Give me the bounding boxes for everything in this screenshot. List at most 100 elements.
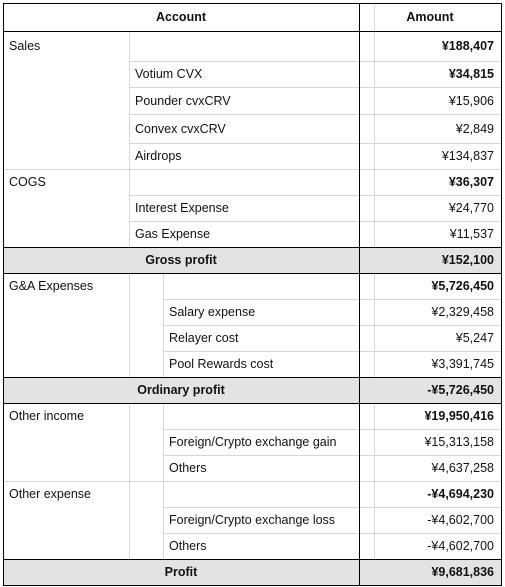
grid-line-vertical — [374, 169, 375, 195]
account-label: Airdrops — [135, 149, 182, 163]
table-row: Gas Expense ¥11,537 — [0, 221, 505, 247]
grid-line-horizontal — [163, 351, 359, 352]
grid-line-horizontal — [359, 481, 501, 482]
table-row: Others -¥4,602,700 — [0, 533, 505, 559]
total-amount: ¥152,100 — [441, 253, 494, 267]
grid-line-vertical — [374, 221, 375, 247]
header-row: Account Amount — [0, 3, 505, 31]
grid-line-vertical — [129, 114, 130, 143]
grid-line-vertical — [374, 31, 375, 61]
column-header-amount: Amount — [406, 10, 454, 24]
grid-line-horizontal — [359, 169, 501, 170]
account-label: Foreign/Crypto exchange gain — [169, 435, 337, 449]
grid-line-horizontal — [359, 114, 501, 115]
grid-line-vertical — [129, 429, 130, 455]
grid-line-vertical — [129, 507, 130, 533]
table-row: Airdrops ¥134,837 — [0, 143, 505, 169]
table-row: Relayer cost ¥5,247 — [0, 325, 505, 351]
grid-line-horizontal — [163, 507, 359, 508]
total-row: Gross profit ¥152,100 — [0, 247, 505, 273]
grid-line-horizontal — [163, 429, 359, 430]
total-label: Gross profit — [145, 253, 217, 267]
account-label: Relayer cost — [169, 331, 239, 345]
grid-line-vertical — [374, 533, 375, 559]
grid-line-horizontal — [3, 273, 502, 274]
grid-line-vertical — [129, 403, 130, 429]
grid-line-vertical — [374, 429, 375, 455]
grid-line-horizontal — [3, 377, 502, 378]
total-row: Ordinary profit -¥5,726,450 — [0, 377, 505, 403]
grid-line-vertical — [163, 455, 164, 481]
amount-value: ¥34,815 — [448, 67, 494, 81]
grid-line-vertical — [359, 3, 360, 585]
grid-line-vertical — [163, 507, 164, 533]
grid-line-vertical — [374, 3, 375, 31]
grid-line-vertical — [129, 31, 130, 61]
table-row: Pounder cvxCRV ¥15,906 — [0, 87, 505, 114]
total-amount: ¥9,681,836 — [431, 565, 494, 579]
account-label: Votium CVX — [135, 67, 203, 81]
table-row: Salary expense ¥2,329,458 — [0, 299, 505, 325]
grid-line-horizontal — [163, 455, 359, 456]
grid-line-vertical — [129, 221, 130, 247]
grid-line-horizontal — [3, 31, 502, 32]
table-row: Others ¥4,637,258 — [0, 455, 505, 481]
amount-value: -¥4,602,700 — [427, 513, 494, 527]
column-header-account: Account — [156, 10, 206, 24]
total-row-shading — [3, 559, 501, 585]
table-row: Sales ¥188,407 — [0, 31, 505, 61]
amount-value: ¥19,950,416 — [424, 409, 494, 423]
grid-line-vertical — [163, 299, 164, 325]
grid-line-horizontal — [129, 61, 359, 62]
amount-value: ¥11,537 — [449, 227, 494, 241]
grid-line-vertical — [163, 481, 164, 507]
table-row: G&A Expenses ¥5,726,450 — [0, 273, 505, 299]
grid-line-vertical — [129, 195, 130, 221]
grid-line-horizontal — [3, 169, 359, 170]
grid-line-vertical — [163, 351, 164, 377]
amount-value: ¥24,770 — [448, 201, 494, 215]
amount-value: ¥4,637,258 — [431, 461, 494, 475]
account-label: Sales — [9, 39, 41, 53]
grid-line-vertical — [163, 325, 164, 351]
grid-line-vertical — [163, 273, 164, 299]
grid-line-horizontal — [359, 429, 501, 430]
grid-line-horizontal — [3, 403, 502, 404]
table-row: Pool Rewards cost ¥3,391,745 — [0, 351, 505, 377]
grid-line-vertical — [129, 61, 130, 87]
grid-line-horizontal — [3, 585, 502, 586]
grid-line-horizontal — [359, 143, 501, 144]
grid-line-horizontal — [163, 299, 359, 300]
table-row: Foreign/Crypto exchange loss -¥4,602,700 — [0, 507, 505, 533]
total-row-shading — [3, 377, 501, 403]
grid-line-horizontal — [359, 455, 501, 456]
account-label: Interest Expense — [135, 201, 229, 215]
grid-line-vertical — [129, 325, 130, 351]
table-row: Foreign/Crypto exchange gain ¥15,313,158 — [0, 429, 505, 455]
table-row: Votium CVX ¥34,815 — [0, 61, 505, 87]
amount-value: ¥134,837 — [441, 149, 494, 163]
grid-line-horizontal — [359, 61, 501, 62]
grid-line-vertical — [129, 273, 130, 299]
total-row-shading — [3, 247, 501, 273]
grid-line-horizontal — [163, 325, 359, 326]
account-label: Salary expense — [169, 305, 256, 319]
grid-line-horizontal — [163, 533, 359, 534]
amount-value: ¥188,407 — [441, 39, 494, 53]
table-row: Other income ¥19,950,416 — [0, 403, 505, 429]
grid-line-horizontal — [359, 507, 501, 508]
grid-line-horizontal — [3, 247, 502, 248]
grid-line-horizontal — [129, 87, 359, 88]
account-label: Others — [169, 539, 207, 553]
grid-line-vertical — [374, 273, 375, 299]
account-label: Other income — [9, 409, 85, 423]
table-row: Other expense -¥4,694,230 — [0, 481, 505, 507]
amount-value: ¥5,247 — [455, 331, 494, 345]
account-label: Others — [169, 461, 207, 475]
grid-line-vertical — [374, 481, 375, 507]
account-label: Pounder cvxCRV — [135, 93, 231, 108]
grid-line-horizontal — [359, 351, 501, 352]
grid-line-horizontal — [359, 195, 501, 196]
grid-line-horizontal — [359, 533, 501, 534]
total-label: Profit — [164, 565, 198, 579]
